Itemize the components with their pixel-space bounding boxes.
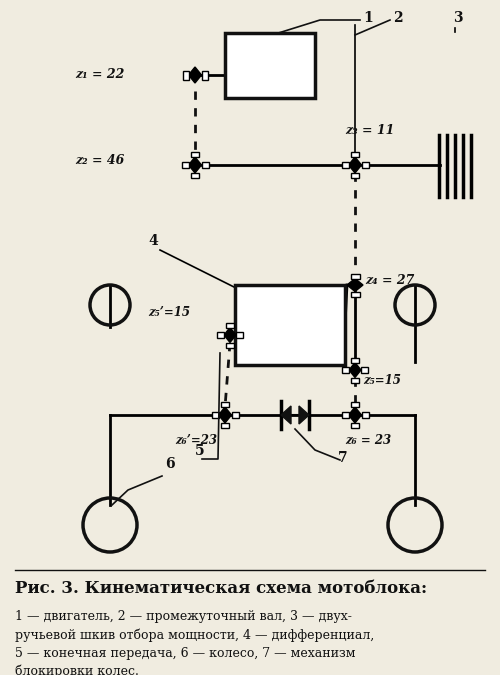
Bar bbox=[221, 402, 229, 407]
Bar bbox=[212, 412, 218, 418]
Bar bbox=[351, 402, 359, 407]
Text: 3: 3 bbox=[453, 11, 462, 25]
Text: 7: 7 bbox=[338, 451, 347, 465]
Polygon shape bbox=[218, 407, 232, 423]
Text: 6: 6 bbox=[165, 457, 174, 471]
Bar bbox=[351, 358, 359, 362]
Bar bbox=[351, 377, 359, 383]
Text: z₆ = 23: z₆ = 23 bbox=[345, 433, 391, 446]
Text: z₅’=15: z₅’=15 bbox=[148, 306, 190, 319]
Bar bbox=[342, 367, 349, 373]
Polygon shape bbox=[188, 67, 202, 83]
Bar bbox=[217, 332, 224, 338]
Polygon shape bbox=[348, 157, 362, 173]
Text: z₂ = 46: z₂ = 46 bbox=[75, 153, 124, 167]
Bar bbox=[342, 412, 348, 418]
Polygon shape bbox=[299, 406, 309, 424]
Bar bbox=[191, 152, 199, 157]
Text: 5: 5 bbox=[195, 444, 204, 458]
Bar bbox=[221, 423, 229, 428]
Polygon shape bbox=[224, 327, 236, 342]
Bar bbox=[225, 32, 315, 97]
Bar bbox=[182, 162, 188, 168]
Bar bbox=[182, 70, 188, 80]
Bar bbox=[362, 412, 368, 418]
Bar bbox=[202, 162, 208, 168]
Bar bbox=[350, 273, 360, 279]
Text: 2: 2 bbox=[393, 11, 402, 25]
Polygon shape bbox=[349, 362, 361, 377]
Bar bbox=[342, 162, 348, 168]
Bar bbox=[351, 152, 359, 157]
Polygon shape bbox=[348, 407, 362, 423]
Bar bbox=[235, 285, 345, 365]
Bar bbox=[226, 342, 234, 348]
Bar bbox=[361, 367, 368, 373]
Bar bbox=[202, 70, 207, 80]
Bar bbox=[232, 412, 238, 418]
Polygon shape bbox=[188, 157, 202, 173]
Text: z₆’=23: z₆’=23 bbox=[175, 433, 217, 446]
Polygon shape bbox=[347, 279, 363, 292]
Text: z₄ = 27: z₄ = 27 bbox=[365, 273, 414, 286]
Bar bbox=[236, 332, 243, 338]
Text: z₅=15: z₅=15 bbox=[363, 373, 401, 387]
Bar bbox=[226, 323, 234, 327]
Text: 4: 4 bbox=[148, 234, 158, 248]
Text: 1: 1 bbox=[363, 11, 373, 25]
Bar bbox=[362, 162, 368, 168]
Bar bbox=[351, 173, 359, 178]
Bar bbox=[350, 292, 360, 296]
Bar bbox=[351, 423, 359, 428]
Bar bbox=[191, 173, 199, 178]
Polygon shape bbox=[281, 406, 291, 424]
Text: z₃ = 11: z₃ = 11 bbox=[345, 124, 395, 136]
Text: z₁ = 22: z₁ = 22 bbox=[75, 68, 124, 82]
Text: Рис. 3. Кинематическая схема мотоблока:: Рис. 3. Кинематическая схема мотоблока: bbox=[15, 580, 427, 597]
Text: 1 — двигатель, 2 — промежуточный вал, 3 — двух-
ручьевой шкив отбора мощности, 4: 1 — двигатель, 2 — промежуточный вал, 3 … bbox=[15, 610, 374, 675]
